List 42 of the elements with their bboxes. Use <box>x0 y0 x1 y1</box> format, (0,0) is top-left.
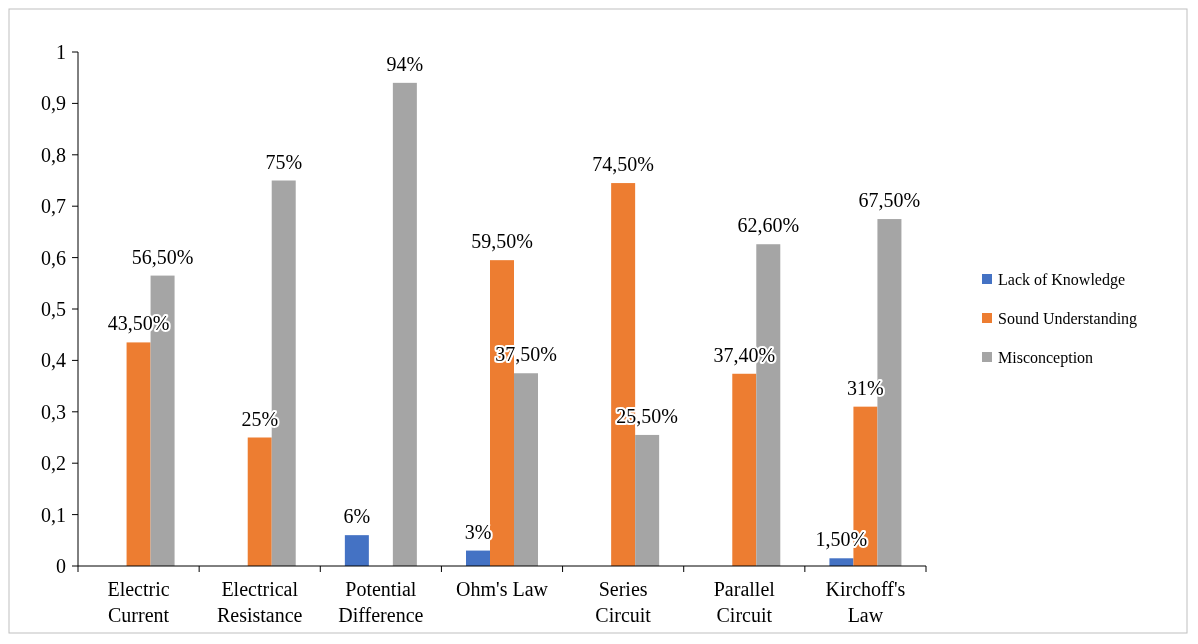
y-tick-label: 0,5 <box>41 298 66 320</box>
bar <box>392 82 417 566</box>
legend-label: Misconception <box>998 348 1094 367</box>
bar <box>514 373 538 566</box>
y-tick-label: 0,9 <box>41 92 66 115</box>
data-label: 59,50% <box>471 230 533 253</box>
data-label: 6% <box>343 505 371 528</box>
data-label: 74,50% <box>592 153 654 176</box>
x-tick-label: Electrical Resistance <box>216 578 303 626</box>
data-label: 37,40% <box>713 343 776 366</box>
bar <box>466 550 490 566</box>
y-tick-label: 0,8 <box>41 143 66 166</box>
y-tick-label: 0,7 <box>41 195 66 218</box>
data-label: 43,50% <box>107 312 170 335</box>
x-tick-label: Potential Difference <box>338 578 424 626</box>
y-tick-label: 0,1 <box>41 503 66 526</box>
data-label: 25% <box>241 407 279 430</box>
y-tick-label: 0,4 <box>41 349 66 372</box>
data-label: 62,60% <box>737 214 800 237</box>
y-tick-label: 1 <box>56 41 66 63</box>
data-label: 56,50% <box>131 245 194 268</box>
data-label: 75% <box>265 150 303 173</box>
y-tick-label: 0,3 <box>41 400 66 423</box>
y-tick-label: 0,2 <box>41 452 66 475</box>
data-label: 94% <box>386 52 424 75</box>
bar <box>732 373 757 566</box>
bar <box>829 558 854 566</box>
legend-label: Sound Understanding <box>998 309 1138 328</box>
y-tick-label: 0,6 <box>41 246 66 269</box>
legend-label: Lack of Knowledge <box>998 270 1126 289</box>
bar <box>247 437 272 566</box>
bar <box>344 535 369 566</box>
x-tick-label: Series Circuit <box>595 578 652 626</box>
bar <box>126 342 151 566</box>
x-tick-label: Electric Current <box>107 578 170 626</box>
data-label: 31% <box>847 376 884 399</box>
x-tick-label: Ohm's Law <box>456 578 549 600</box>
data-label: 67,50% <box>858 189 921 212</box>
x-tick-label: Kirchoff's Law <box>825 578 906 626</box>
y-tick-label: 0 <box>56 555 66 577</box>
bar <box>635 434 660 566</box>
x-tick-label: Parallel Circuit <box>713 578 776 626</box>
